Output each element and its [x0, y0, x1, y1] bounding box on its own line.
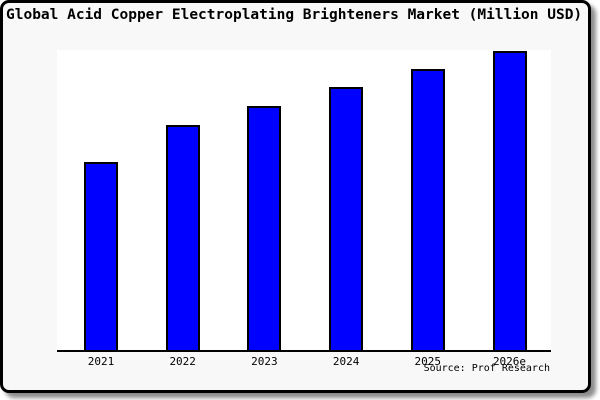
bar-2022 [165, 125, 200, 352]
x-tick-label-2022: 2022 [169, 355, 196, 368]
x-tick-label-2021: 2021 [87, 355, 115, 368]
x-tick-label-2025: 2025 [414, 355, 442, 368]
source-label: Source: Prof Research [423, 363, 550, 374]
bar-2025 [410, 69, 445, 352]
x-tick-label-2024: 2024 [332, 355, 360, 368]
bar-2023 [247, 106, 282, 352]
chart-title: Global Acid Copper Electroplating Bright… [6, 7, 583, 23]
plot-area [57, 50, 551, 350]
x-tick-label-2023: 2023 [251, 355, 278, 368]
bar-2024 [329, 87, 364, 352]
x-axis-line [57, 350, 551, 352]
bar-2026e [492, 51, 527, 352]
bar-2021 [84, 162, 118, 352]
x-tick-label-2026e: 2026e [492, 355, 527, 368]
